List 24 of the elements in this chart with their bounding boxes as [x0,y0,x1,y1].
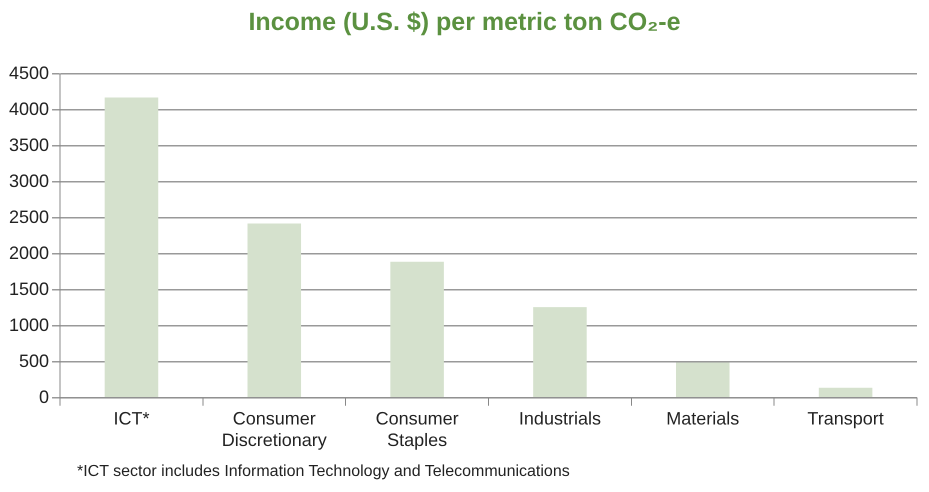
x-tick-label: Materials [666,408,740,429]
x-tick-label: Consumer Staples [376,408,459,450]
bar [104,98,158,398]
y-tick-label: 3500 [8,134,50,155]
y-tick-label: 500 [18,350,50,371]
y-tick-label: 3000 [8,170,50,191]
y-tick-label: 4500 [8,62,50,83]
x-tick-label: ICT* [113,408,150,429]
x-tick-label: Industrials [518,408,601,429]
y-tick-label: 2500 [8,206,50,227]
bar [390,262,444,398]
chart-title: Income (U.S. $) per metric ton CO₂-e [247,8,682,37]
bar [533,307,587,398]
y-tick-label: 0 [39,386,50,407]
y-tick-label: 4000 [8,98,50,119]
y-tick-label: 2000 [8,242,50,263]
y-tick-label: 1500 [8,278,50,299]
x-tick-label: Consumer Discretionary [222,408,327,450]
bar [248,224,302,398]
bar [818,388,872,398]
x-tick-label: Transport [807,408,884,429]
y-tick-label: 1000 [8,314,50,335]
bar [676,362,730,398]
text: *ICT sector includes Information Technology and Telecommunications [77,463,570,481]
